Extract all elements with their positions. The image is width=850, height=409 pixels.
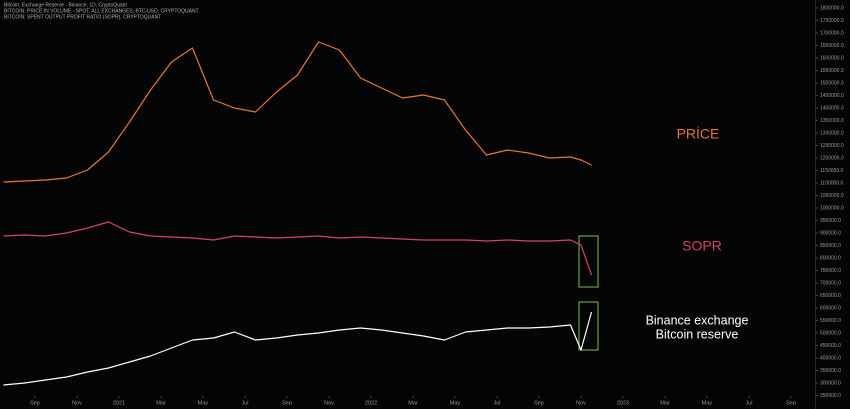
x-tick-label: 2023 <box>617 400 629 406</box>
x-tick-label: Mar <box>156 400 166 406</box>
x-tick-label: Sep <box>282 400 292 406</box>
series-label: Bitcoin reserve <box>656 327 739 341</box>
y-tick-label: 550000.0 <box>820 318 841 324</box>
y-tick-label: 1050000.0 <box>820 193 844 199</box>
header: BITCOIN: SPENT OUTPUT PROFIT RATIO (SOPR… <box>4 14 161 20</box>
series-line <box>3 221 593 276</box>
y-tick-label: 1700000.0 <box>820 30 844 36</box>
y-tick-label: 1250000.0 <box>820 143 844 149</box>
series-label: PRİCE <box>677 125 720 142</box>
x-tick-label: Jul <box>493 400 500 406</box>
series-label: SOPR <box>682 238 722 254</box>
y-tick-label: 600000.0 <box>820 305 841 311</box>
x-tick-label: Mar <box>660 400 670 406</box>
highlight-box <box>578 301 599 351</box>
x-tick-label: Sep <box>786 400 796 406</box>
header: BITCOIN: PRICE IN VOLUME - SPOT, ALL EXC… <box>4 8 199 14</box>
x-tick-label: Nov <box>324 400 334 406</box>
x-tick-label: 2021 <box>113 400 125 406</box>
y-tick-label: 400000.0 <box>820 355 841 361</box>
y-tick-label: 1400000.0 <box>820 105 844 111</box>
series-line <box>3 41 592 183</box>
y-tick-label: 700000.0 <box>820 280 841 286</box>
y-tick-label: 1800000.0 <box>820 5 844 11</box>
highlight-box <box>578 235 599 288</box>
x-tick-label: Mar <box>408 400 418 406</box>
y-tick-label: 800000.0 <box>820 255 841 261</box>
y-tick-label: 1200000.0 <box>820 155 844 161</box>
y-tick-label: 1350000.0 <box>820 118 844 124</box>
y-tick-label: 1550000.0 <box>820 68 844 74</box>
y-tick-label: 350000.0 <box>820 368 841 374</box>
x-tick-label: 2022 <box>365 400 377 406</box>
y-tick-label: 850000.0 <box>820 243 841 249</box>
y-tick-label: 450000.0 <box>820 343 841 349</box>
x-tick-label: Sep <box>534 400 544 406</box>
y-tick-label: 250000.0 <box>820 393 841 399</box>
y-tick-label: 1650000.0 <box>820 43 844 49</box>
y-tick-label: 1750000.0 <box>820 18 844 24</box>
x-tick-label: May <box>702 400 713 406</box>
y-tick-label: 1500000.0 <box>820 80 844 86</box>
y-tick-label: 1450000.0 <box>820 93 844 99</box>
x-tick-label: May <box>450 400 461 406</box>
y-tick-label: 650000.0 <box>820 293 841 299</box>
series-line <box>3 311 593 386</box>
y-tick-label: 750000.0 <box>820 268 841 274</box>
x-tick-label: Nov <box>72 400 82 406</box>
y-tick-label: 900000.0 <box>820 230 841 236</box>
x-tick-label: May <box>198 400 209 406</box>
x-tick-label: Jul <box>745 400 752 406</box>
y-tick-label: 1150000.0 <box>820 168 843 174</box>
y-tick-label: 300000.0 <box>820 380 841 386</box>
y-tick-label: 500000.0 <box>820 330 841 336</box>
y-tick-label: 950000.0 <box>820 218 841 224</box>
header: Bitcoin: Exchange Reserve - Binance, 1D,… <box>4 2 127 8</box>
x-tick-label: Sep <box>30 400 40 406</box>
x-tick-label: Jul <box>241 400 248 406</box>
y-tick-label: 1600000.0 <box>820 55 844 61</box>
series-label: Binance exchange <box>646 313 749 327</box>
y-tick-label: 1000000.0 <box>820 205 844 211</box>
y-tick-label: 1300000.0 <box>820 130 844 136</box>
x-tick-label: Nov <box>576 400 586 406</box>
y-tick-label: 1100000.0 <box>820 180 843 186</box>
